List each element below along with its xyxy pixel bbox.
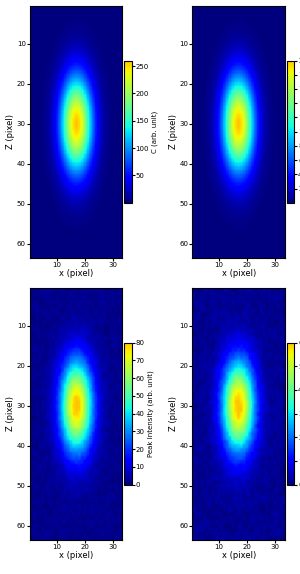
Y-axis label: Z (pixel): Z (pixel): [6, 396, 15, 431]
Y-axis label: Peak Intensity (arb. unit): Peak Intensity (arb. unit): [148, 370, 154, 457]
X-axis label: x (pixel): x (pixel): [221, 269, 256, 278]
Y-axis label: C (arb. unit): C (arb. unit): [152, 111, 158, 153]
Text: (a): (a): [68, 293, 84, 303]
X-axis label: x (pixel): x (pixel): [221, 551, 256, 560]
Y-axis label: Z (pixel): Z (pixel): [6, 114, 15, 149]
X-axis label: x (pixel): x (pixel): [59, 269, 93, 278]
Text: (b): (b): [231, 293, 247, 303]
X-axis label: x (pixel): x (pixel): [59, 551, 93, 560]
Y-axis label: Z (pixel): Z (pixel): [169, 114, 178, 149]
Y-axis label: Z (pixel): Z (pixel): [169, 396, 178, 431]
